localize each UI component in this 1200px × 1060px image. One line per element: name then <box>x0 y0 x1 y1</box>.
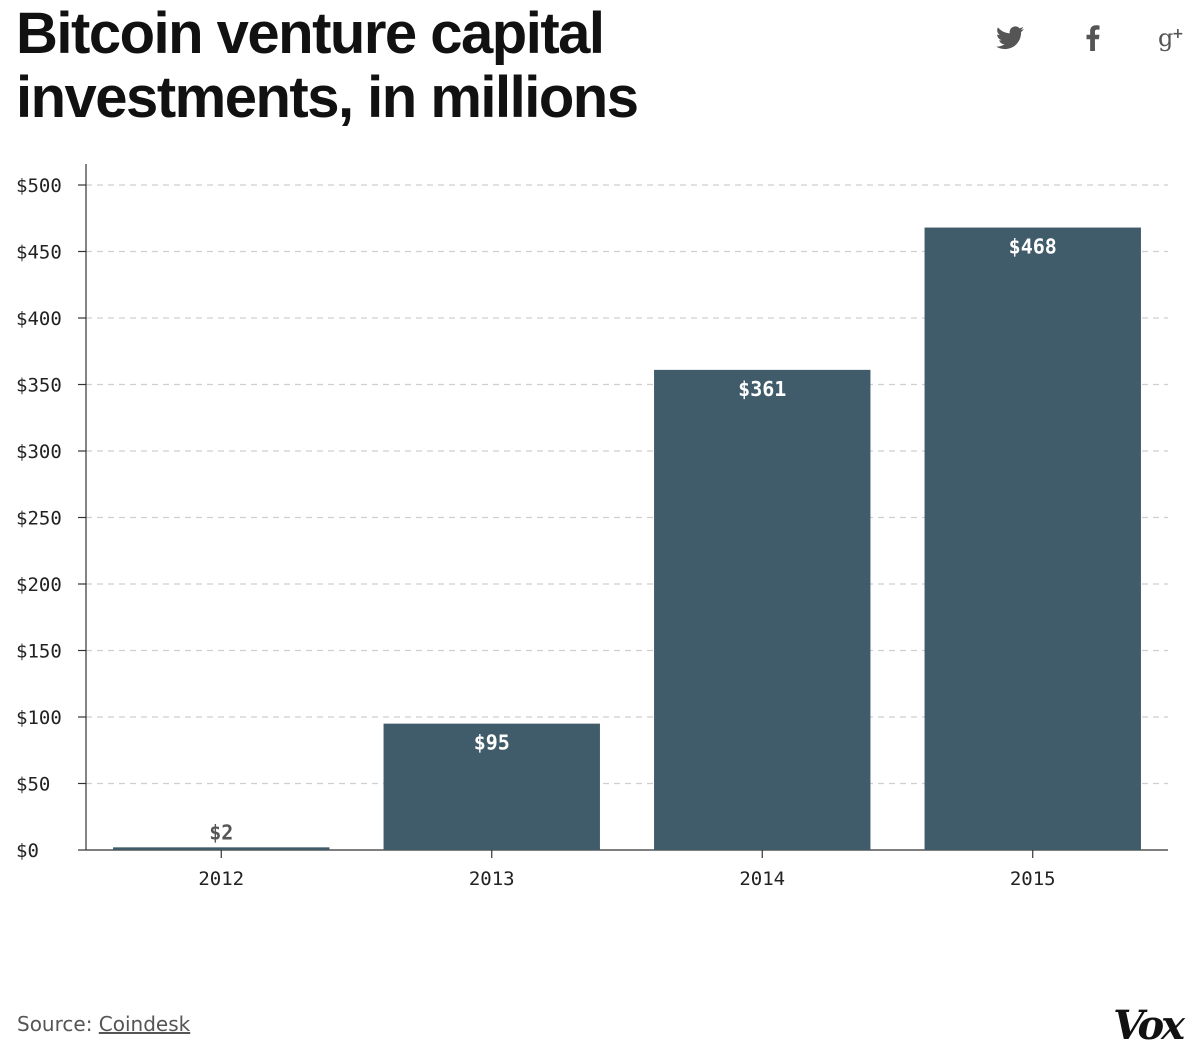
x-tick-label: 2014 <box>739 868 785 890</box>
chart-title: Bitcoin venture capital investments, in … <box>16 1 639 130</box>
data-labels: $2 $95 $361 $468 <box>209 235 1057 845</box>
svg-text:g: g <box>1158 24 1173 52</box>
y-tick-label: $350 <box>16 375 62 397</box>
y-tick-label: $100 <box>16 707 62 729</box>
bar-2015 <box>924 227 1141 850</box>
x-tick-label: 2013 <box>469 868 515 890</box>
svg-text:+: + <box>1172 26 1184 42</box>
twitter-share-button[interactable] <box>990 18 1030 58</box>
data-label: $361 <box>738 377 786 401</box>
y-tick-label: $250 <box>16 508 62 530</box>
source-link[interactable]: Coindesk <box>98 1012 191 1036</box>
vox-logo: Vox <box>1113 1002 1185 1049</box>
y-tick-label: $300 <box>16 441 62 463</box>
bars <box>113 227 1141 850</box>
bar-chart: $0 $50 $100 $150 $200 $250 $300 $350 $400 $450 $50… <box>16 164 1168 890</box>
data-label: $95 <box>474 731 510 755</box>
grid-lines <box>86 184 1168 785</box>
data-label: $2 <box>209 820 233 844</box>
x-tick-label: 2012 <box>198 868 244 890</box>
google-plus-icon: g + <box>1158 24 1184 52</box>
facebook-icon <box>1086 25 1100 51</box>
y-tick-label: $150 <box>16 641 62 663</box>
bar-2012 <box>113 847 330 850</box>
y-tick-label: $500 <box>16 175 62 197</box>
source-prefix: Source: <box>17 1012 99 1036</box>
y-tick-label: $0 <box>16 840 39 862</box>
x-tick-label: 2015 <box>1010 868 1056 890</box>
facebook-share-button[interactable] <box>1073 18 1113 58</box>
y-tick-label: $50 <box>16 774 50 796</box>
source-note: Source: Coindesk <box>17 1012 190 1036</box>
y-tick-label: $200 <box>16 574 62 596</box>
google-plus-share-button[interactable]: g + <box>1152 18 1192 58</box>
data-label: $468 <box>1009 235 1057 259</box>
bar-2014 <box>654 369 871 850</box>
y-tick-label: $400 <box>16 308 62 330</box>
twitter-icon <box>996 26 1024 50</box>
y-tick-label: $450 <box>16 242 62 264</box>
bar-2013 <box>383 723 600 850</box>
